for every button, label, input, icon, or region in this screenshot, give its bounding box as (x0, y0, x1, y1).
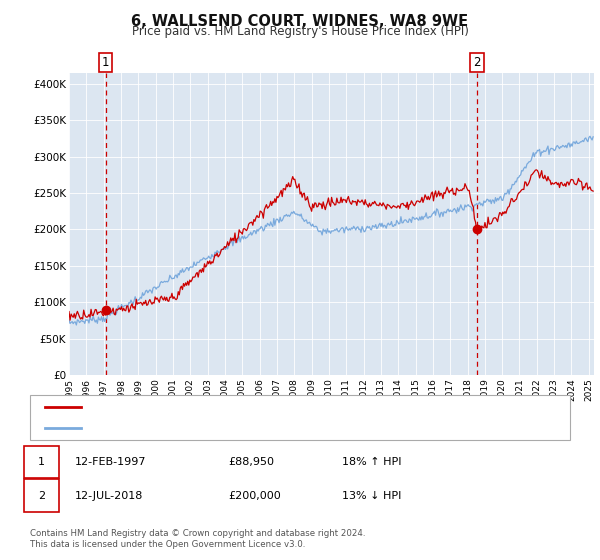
Text: 2: 2 (38, 491, 45, 501)
Text: 2: 2 (473, 55, 481, 69)
Text: 6, WALLSEND COURT, WIDNES, WA8 9WE: 6, WALLSEND COURT, WIDNES, WA8 9WE (131, 14, 469, 29)
Text: 13% ↓ HPI: 13% ↓ HPI (342, 491, 401, 501)
Text: 18% ↑ HPI: 18% ↑ HPI (342, 457, 401, 467)
Text: 6, WALLSEND COURT, WIDNES, WA8 9WE (detached house): 6, WALLSEND COURT, WIDNES, WA8 9WE (deta… (90, 402, 416, 412)
Text: 12-FEB-1997: 12-FEB-1997 (75, 457, 146, 467)
Text: 1: 1 (38, 457, 45, 467)
Text: HPI: Average price, detached house, Halton: HPI: Average price, detached house, Halt… (90, 422, 328, 432)
Text: Price paid vs. HM Land Registry's House Price Index (HPI): Price paid vs. HM Land Registry's House … (131, 25, 469, 38)
Text: 1: 1 (102, 55, 109, 69)
Text: 12-JUL-2018: 12-JUL-2018 (75, 491, 143, 501)
Text: £88,950: £88,950 (228, 457, 274, 467)
Text: £200,000: £200,000 (228, 491, 281, 501)
Text: Contains HM Land Registry data © Crown copyright and database right 2024.
This d: Contains HM Land Registry data © Crown c… (30, 529, 365, 549)
